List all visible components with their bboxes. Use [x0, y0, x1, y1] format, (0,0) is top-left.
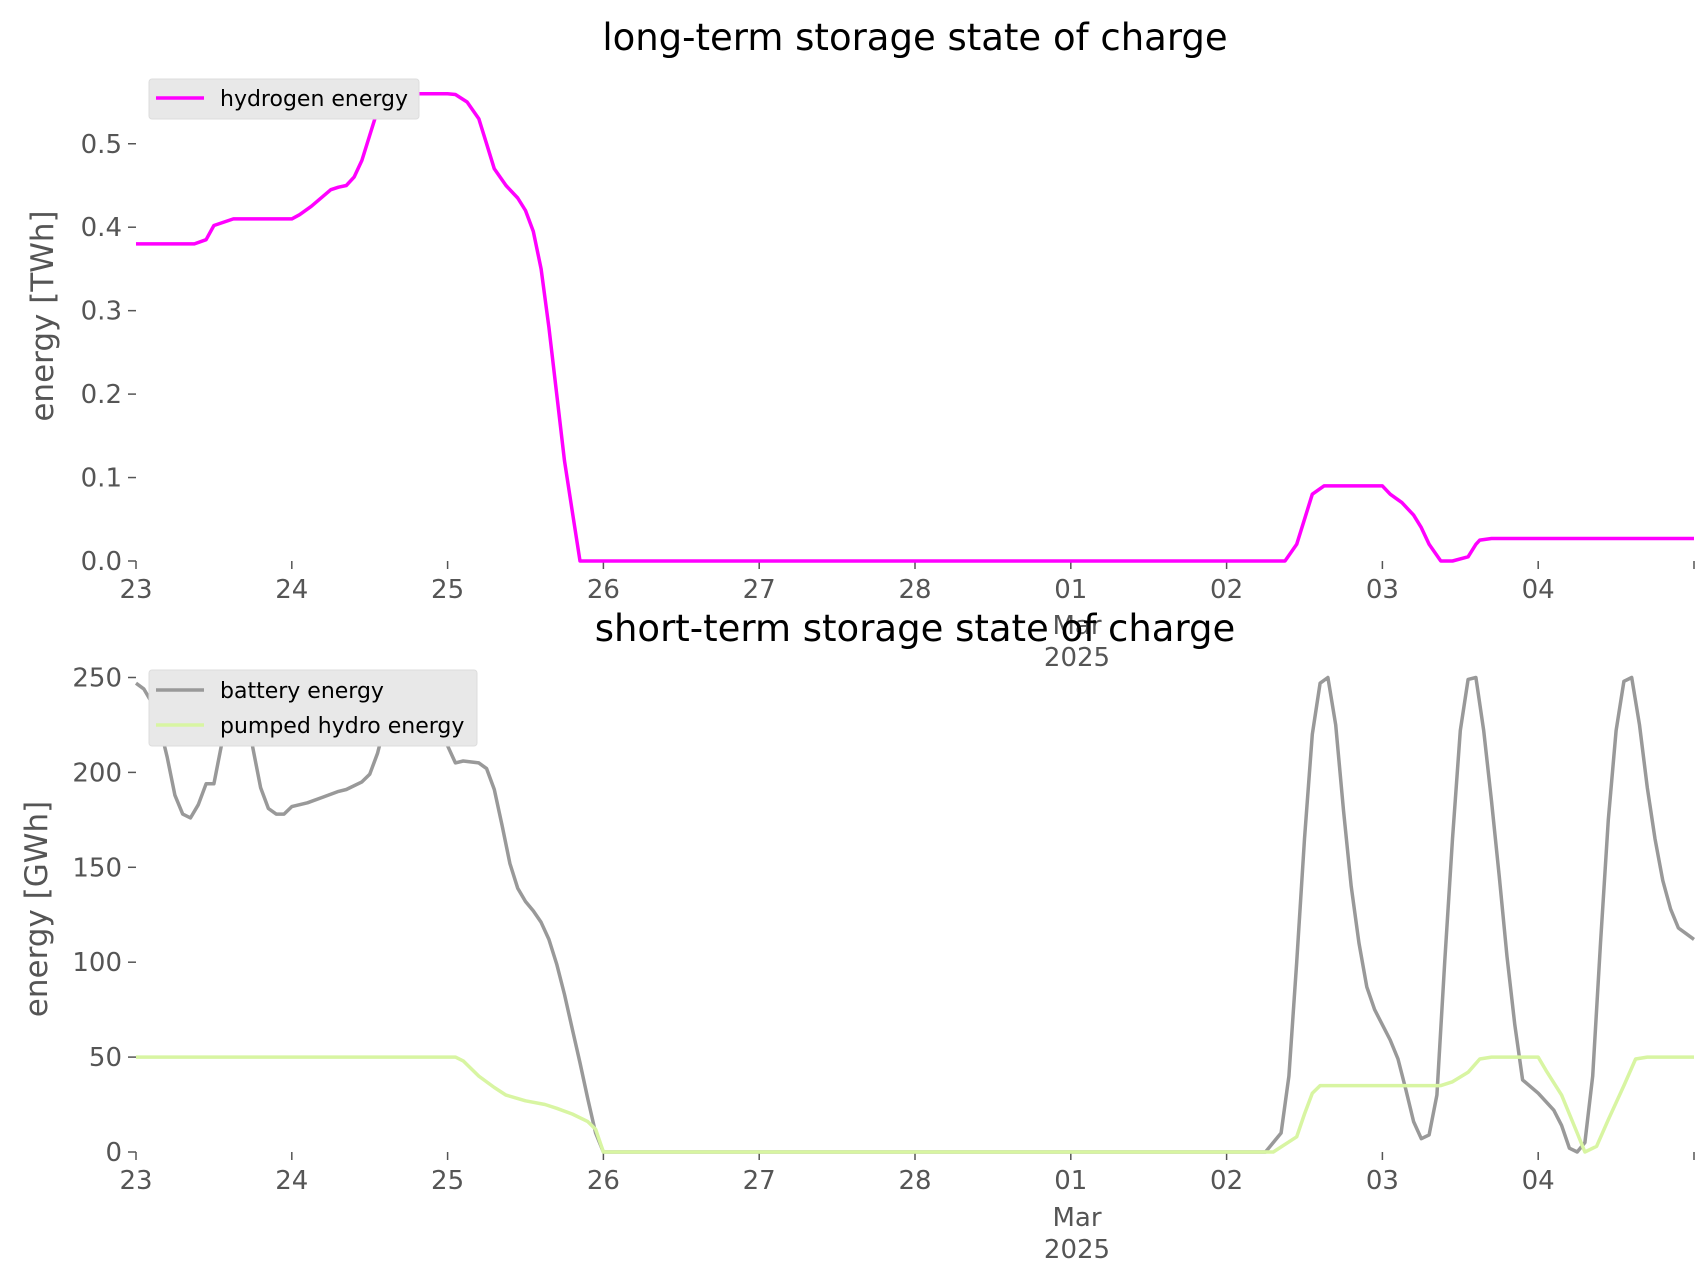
legend-label-pumped-hydro: pumped hydro energy [220, 714, 464, 739]
long-term-storage-chart: long-term storage state of charge energy… [25, 16, 1695, 673]
series-lines [136, 91, 1694, 563]
x-tick-label: 25 [431, 1166, 464, 1196]
y-axis-ticks: 0.0 0.1 0.2 0.3 0.4 0.5 [81, 130, 136, 577]
x-tick-label: 27 [743, 1166, 776, 1196]
x-tick-label: 25 [431, 575, 464, 605]
x-tick-label: 02 [1210, 1166, 1243, 1196]
y-tick-label: 0.5 [81, 130, 122, 160]
y-tick-label: 0 [105, 1138, 122, 1168]
x-axis-ticks: 23 24 25 26 27 28 01 02 03 04 [119, 1152, 1695, 1196]
x-axis-month-label: Mar [1052, 611, 1101, 641]
x-tick-label: 23 [119, 1166, 152, 1196]
x-tick-label: 24 [275, 575, 308, 605]
series-line-battery-energy [134, 675, 1696, 1154]
legend-box [148, 78, 420, 120]
legend: battery energy pumped hydro energy [148, 669, 478, 747]
series-line-hydrogen-energy [136, 91, 1694, 563]
chart-title: short-term storage state of charge [595, 607, 1236, 650]
y-axis-label: energy [TWh] [25, 210, 61, 421]
x-tick-label: 26 [587, 1166, 620, 1196]
x-tick-label: 27 [743, 575, 776, 605]
x-tick-label: 02 [1210, 575, 1243, 605]
y-axis-ticks: 0 50 100 150 200 250 [72, 663, 136, 1168]
x-axis-ticks: 23 24 25 26 27 28 01 02 03 04 [119, 561, 1695, 605]
x-tick-label: 28 [898, 575, 931, 605]
series-lines [134, 675, 1696, 1154]
x-tick-label: 28 [898, 1166, 931, 1196]
x-axis-year-label: 2025 [1044, 643, 1110, 673]
y-tick-label: 100 [72, 948, 122, 978]
x-tick-label: 04 [1522, 575, 1555, 605]
series-line-pumped-hydro-energy [136, 1055, 1694, 1154]
x-axis-year-label: 2025 [1044, 1235, 1110, 1265]
y-axis-label: energy [GWh] [19, 801, 55, 1017]
x-tick-label: 01 [1054, 1166, 1087, 1196]
y-tick-label: 0.3 [81, 297, 122, 327]
y-tick-label: 0.0 [81, 547, 122, 577]
x-tick-label: 23 [119, 575, 152, 605]
y-tick-label: 200 [72, 758, 122, 788]
y-tick-label: 150 [72, 853, 122, 883]
y-tick-label: 0.1 [81, 464, 122, 494]
short-term-storage-chart: short-term storage state of charge energ… [19, 607, 1696, 1265]
chart-title: long-term storage state of charge [602, 16, 1227, 59]
y-tick-label: 0.4 [81, 213, 122, 243]
x-axis-month-label: Mar [1052, 1203, 1101, 1233]
legend: hydrogen energy [148, 78, 420, 120]
legend-label-hydrogen: hydrogen energy [220, 87, 408, 112]
x-tick-label: 03 [1366, 1166, 1399, 1196]
y-tick-label: 0.2 [81, 380, 122, 410]
x-tick-label: 01 [1054, 575, 1087, 605]
y-tick-label: 50 [89, 1043, 122, 1073]
x-tick-label: 03 [1366, 575, 1399, 605]
x-tick-label: 26 [587, 575, 620, 605]
y-tick-label: 250 [72, 663, 122, 693]
legend-label-battery: battery energy [220, 679, 384, 704]
legend-box [148, 669, 478, 747]
x-tick-label: 24 [275, 1166, 308, 1196]
x-tick-label: 04 [1522, 1166, 1555, 1196]
